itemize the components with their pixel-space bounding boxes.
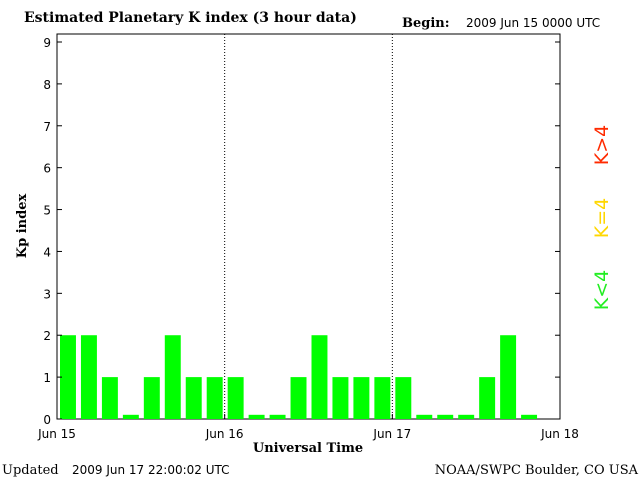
x-tick-label: Jun 15 xyxy=(37,427,76,441)
kp-bar xyxy=(500,335,517,419)
y-axis-title: Kp index xyxy=(15,194,30,259)
kp-bar xyxy=(311,335,328,419)
kp-bar xyxy=(458,414,475,419)
kp-bar xyxy=(122,414,139,419)
y-tick-label: 4 xyxy=(43,245,51,259)
kp-bar xyxy=(206,377,223,419)
y-tick-label: 2 xyxy=(43,329,51,343)
kp-bar xyxy=(290,377,307,419)
begin-label: Begin: xyxy=(402,16,450,31)
kp-bar xyxy=(479,377,496,419)
plot-frame xyxy=(56,33,561,420)
x-tick-label: Jun 16 xyxy=(205,427,244,441)
legend-k-less-4: K<4 xyxy=(591,270,613,310)
kp-bar xyxy=(60,335,76,419)
chart-title: Estimated Planetary K index (3 hour data… xyxy=(24,10,357,26)
kp-bar xyxy=(437,414,454,419)
y-tick-label: 6 xyxy=(43,162,51,176)
x-tick-label: Jun 17 xyxy=(372,427,411,441)
legend-k-equal-4: K=4 xyxy=(591,198,613,238)
x-tick-label: Jun 18 xyxy=(540,427,579,441)
y-tick-label: 5 xyxy=(43,204,51,218)
y-axis: 0 1 2 3 4 5 6 7 8 9 xyxy=(43,36,560,427)
legend-k-greater-4: K>4 xyxy=(591,125,613,165)
updated-label: Updated xyxy=(2,463,59,478)
kp-bar xyxy=(185,377,202,419)
kp-bar xyxy=(332,377,349,419)
kp-bar xyxy=(416,414,433,419)
y-tick-label: 7 xyxy=(43,120,51,134)
y-tick-label: 3 xyxy=(43,287,51,301)
kp-bar xyxy=(80,335,97,419)
y-tick-label: 1 xyxy=(43,371,51,385)
y-tick-label: 8 xyxy=(43,78,51,92)
kp-bar xyxy=(248,414,265,419)
kp-bar xyxy=(521,414,538,419)
day-dividers xyxy=(224,34,393,419)
kp-bar xyxy=(395,377,412,419)
begin-value: 2009 Jun 15 0000 UTC xyxy=(466,16,600,30)
y-tick-label: 9 xyxy=(43,36,51,50)
kp-bar xyxy=(101,377,118,419)
kp-bar xyxy=(269,414,286,419)
kp-bar xyxy=(227,377,244,419)
kp-bar xyxy=(353,377,370,419)
kp-bar xyxy=(374,377,391,419)
x-axis-title: Universal Time xyxy=(253,441,363,456)
y-tick-label: 0 xyxy=(43,413,51,427)
source-credit: NOAA/SWPC Boulder, CO USA xyxy=(435,463,639,478)
updated-value: 2009 Jun 17 22:00:02 UTC xyxy=(72,463,230,477)
kp-bars xyxy=(60,335,538,419)
x-axis: Jun 15 Jun 16 Jun 17 Jun 18 xyxy=(37,414,579,441)
kp-bar xyxy=(164,335,181,419)
kp-bar xyxy=(143,377,160,419)
